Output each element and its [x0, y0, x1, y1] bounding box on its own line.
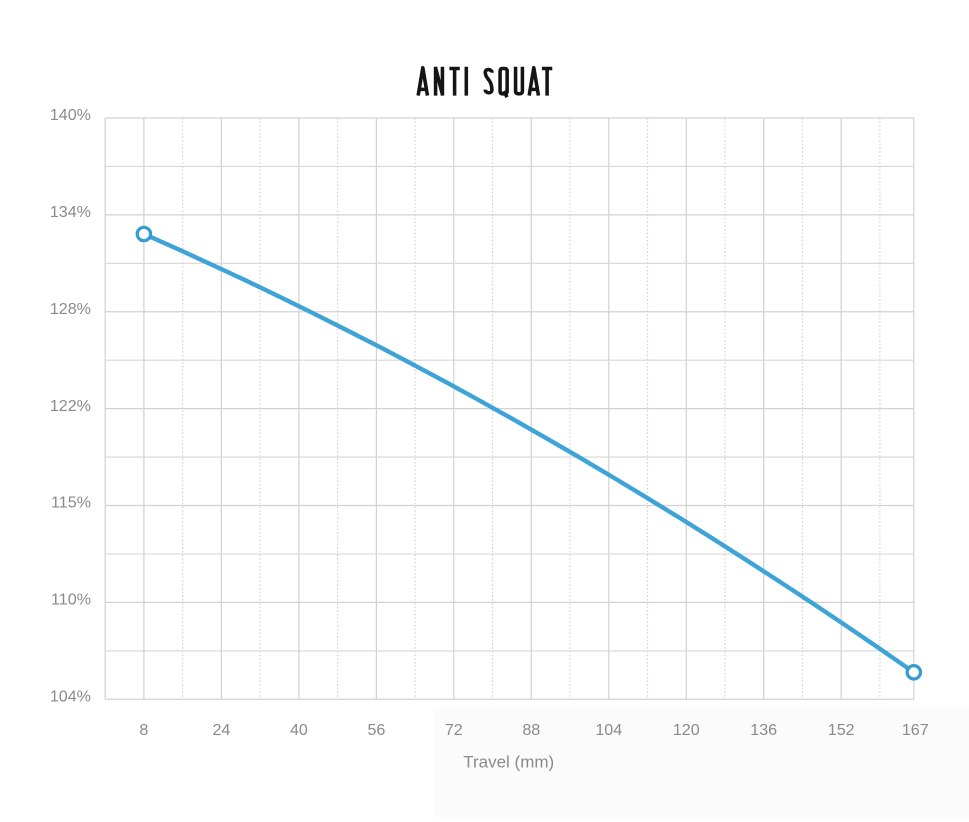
svg-text:140%: 140% — [50, 106, 91, 124]
svg-text:115%: 115% — [51, 494, 91, 512]
svg-text:134%: 134% — [50, 203, 91, 221]
svg-text:104%: 104% — [50, 688, 91, 706]
svg-text:122%: 122% — [50, 397, 91, 415]
svg-text:88: 88 — [522, 721, 540, 739]
svg-text:40: 40 — [290, 721, 308, 739]
svg-text:56: 56 — [367, 721, 385, 739]
svg-text:Travel (mm): Travel (mm) — [463, 753, 554, 772]
svg-text:128%: 128% — [50, 300, 91, 318]
svg-text:167: 167 — [902, 721, 929, 739]
svg-text:110%: 110% — [51, 591, 91, 609]
svg-text:8: 8 — [139, 721, 148, 739]
svg-text:104: 104 — [595, 721, 622, 739]
svg-text:152: 152 — [828, 721, 855, 739]
svg-text:24: 24 — [212, 721, 230, 739]
svg-text:72: 72 — [445, 721, 463, 739]
svg-text:136: 136 — [750, 721, 777, 739]
svg-text:120: 120 — [673, 721, 700, 739]
